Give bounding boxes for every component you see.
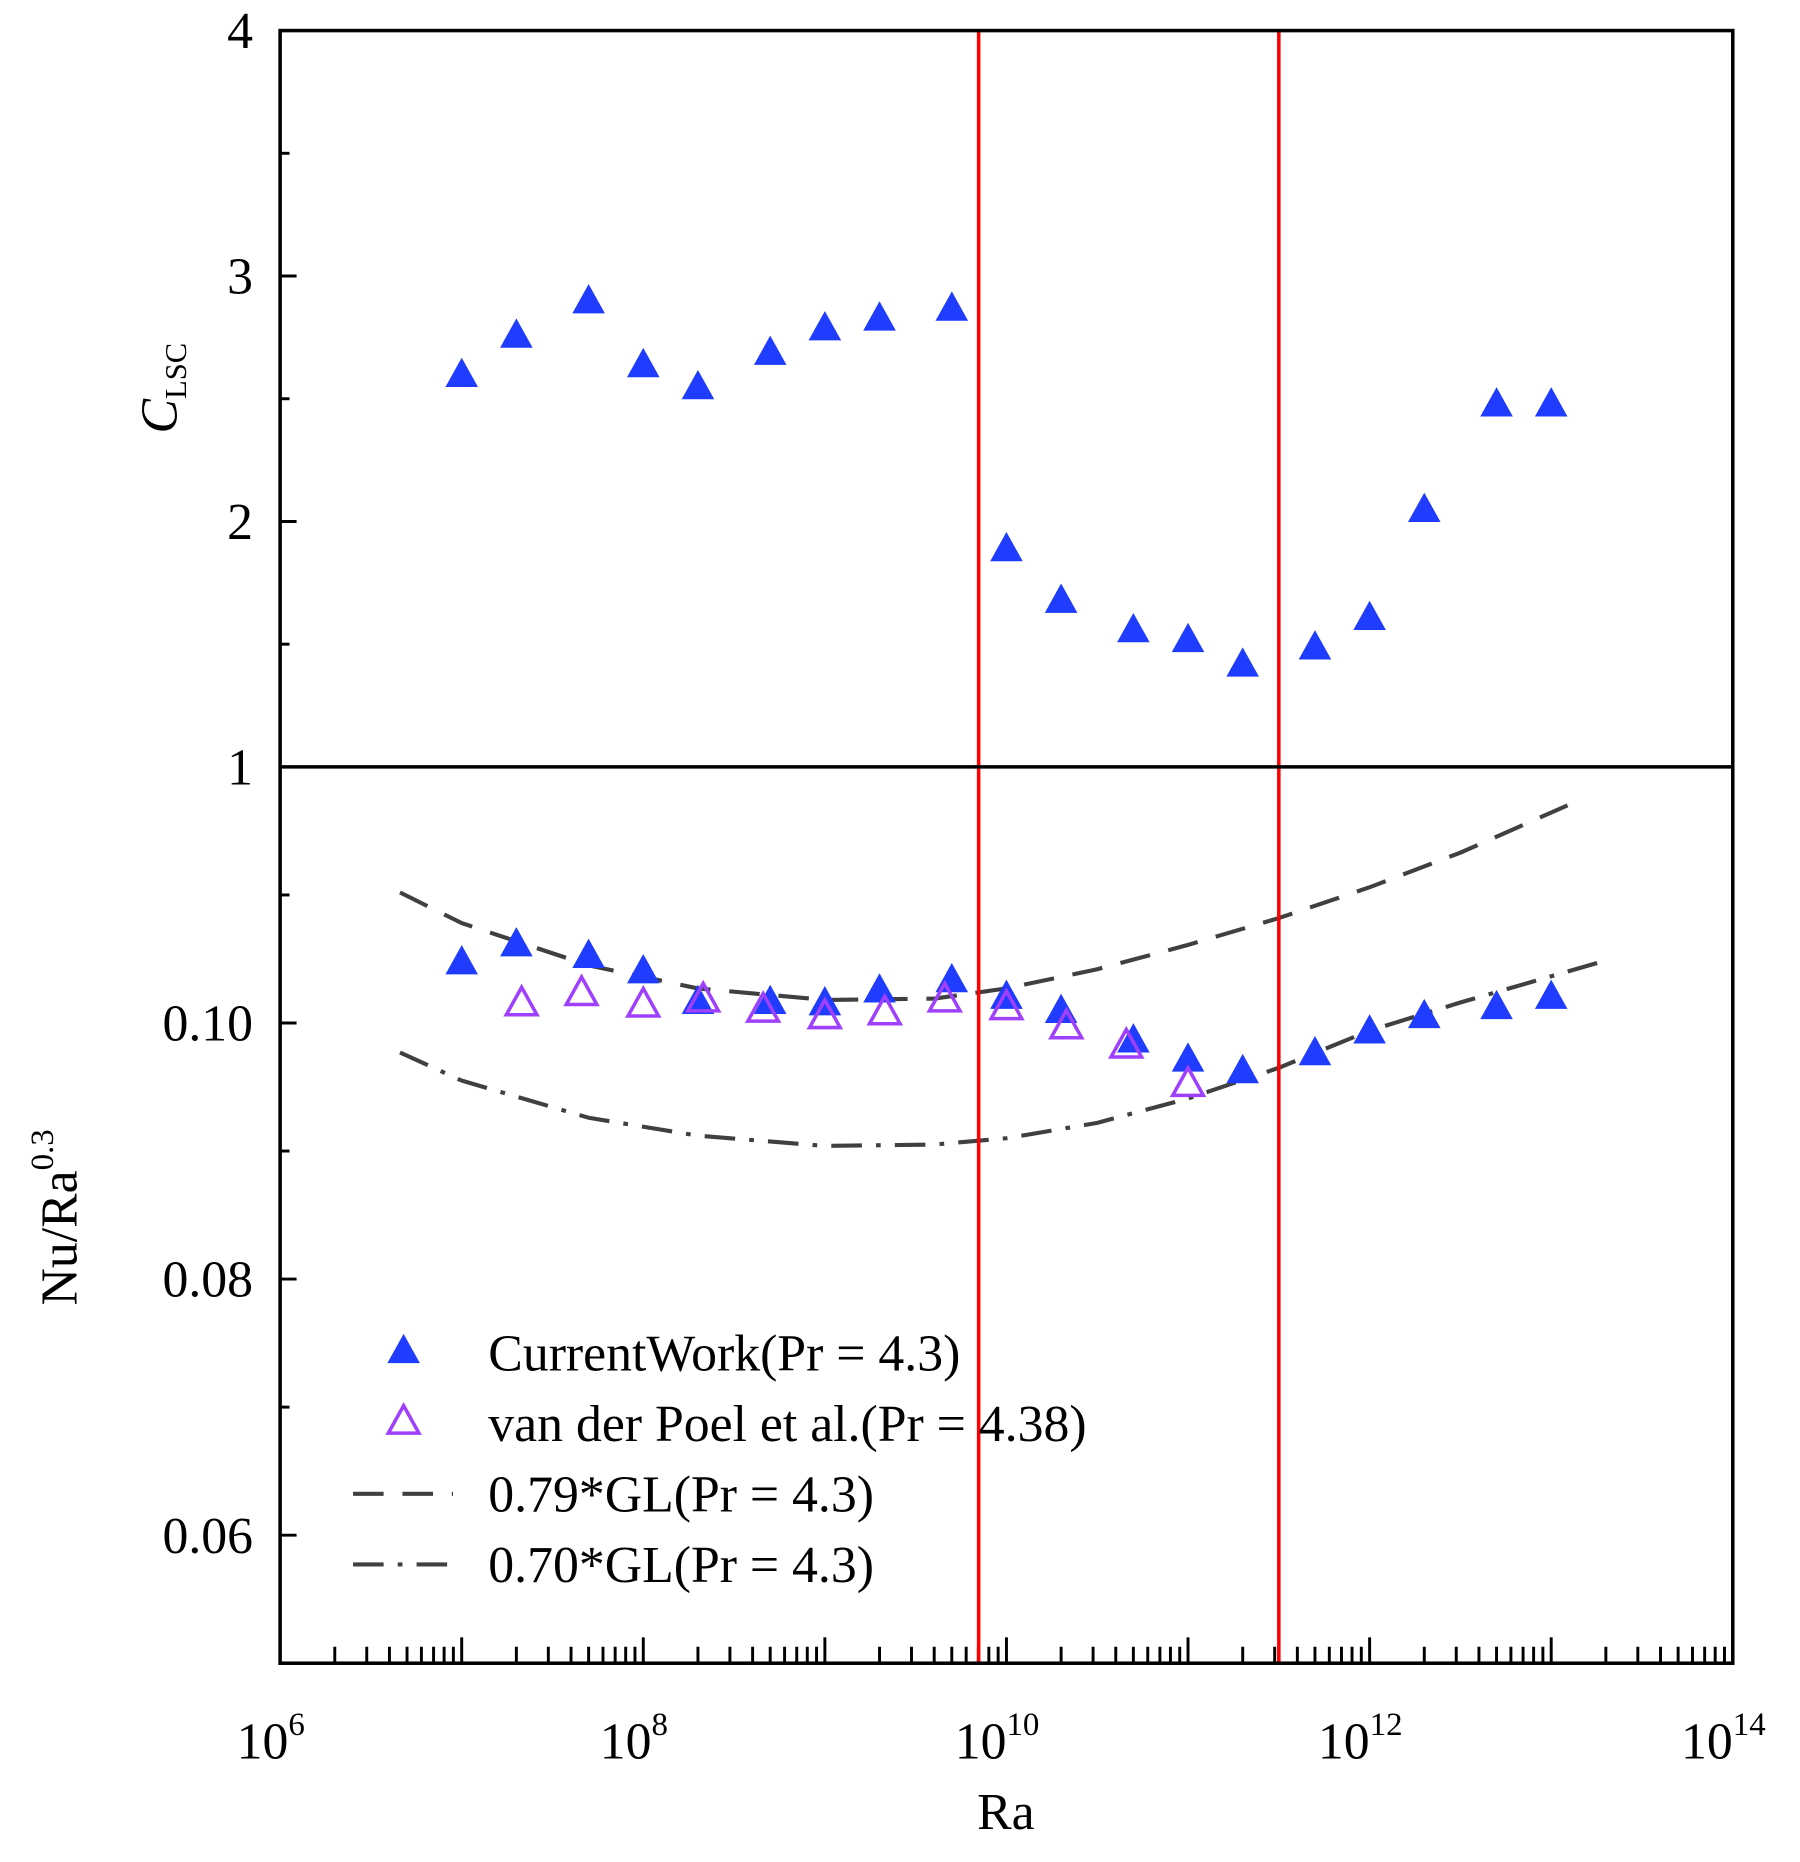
y-tick-label: 3 [227,249,253,306]
upper-y-axis: 1 2 3 4 [227,3,297,797]
clsc-point [1226,647,1259,677]
y-tick-label: 4 [227,3,253,60]
current-work-point [500,927,533,957]
van-der-poel-point [988,987,1025,1021]
clsc-point [1407,492,1441,523]
clsc-point [1298,630,1332,660]
current-work-point [863,973,896,1003]
legend: CurrentWork(Pr = 4.3) van der Poel et al.… [353,1325,1087,1594]
regime-lines [976,30,1281,1664]
van-der-poel-point [503,983,540,1017]
x-axis: 106 108 1010 1012 1014 [237,1637,1766,1770]
data-points [445,284,1568,1098]
van-der-poel-point [744,989,782,1023]
x-axis-label: Ra [977,1784,1035,1841]
clsc-point [1171,622,1205,653]
y-tick-label: 0.10 [163,996,254,1053]
clsc-point [445,357,478,388]
x-tick-label: 1010 [955,1707,1040,1771]
lower-y-label: Nu/Ra0.3 [25,1129,89,1305]
van-der-poel-point [624,984,662,1018]
clsc-point [1480,387,1513,417]
van-der-poel-point [866,992,904,1026]
clsc-point [863,301,896,331]
legend-marker-icon [387,1333,420,1364]
current-work-point [1534,979,1568,1009]
van-der-poel-point [684,979,722,1013]
current-work-point [1407,998,1441,1029]
upper-y-label: CLSC [132,343,193,434]
x-tick-label: 1012 [1318,1707,1403,1771]
y-tick-label: 0.06 [163,1508,254,1565]
y-tick-label: 2 [227,494,253,551]
legend-marker-icon [385,1401,422,1435]
clsc-point [1353,600,1386,631]
y-tick-label: 0.08 [163,1252,254,1309]
clsc-point [500,318,533,348]
van-der-poel-point [563,973,600,1007]
current-work-point [1480,989,1513,1020]
van-der-poel-point [926,979,964,1013]
van-der-poel-point [1169,1064,1207,1098]
van-der-poel-point [1108,1025,1145,1059]
x-tick-label: 1014 [1681,1707,1766,1771]
clsc-point [626,347,660,378]
current-work-point [753,984,787,1015]
current-work-point [572,938,605,968]
clsc-point [681,369,715,400]
clsc-point [990,531,1023,562]
current-work-point [1226,1053,1259,1084]
current-work-point [1117,1023,1150,1053]
legend-label: 0.70*GL(Pr = 4.3) [488,1537,874,1594]
current-work-point [1353,1014,1386,1044]
clsc-point [753,335,787,365]
clsc-point [572,284,605,314]
x-tick-label: 108 [600,1707,668,1771]
current-work-point [1298,1035,1332,1066]
current-work-point [626,953,660,984]
lower-y-axis: 0.06 0.08 0.10 [163,893,297,1565]
clsc-point [1044,583,1078,613]
clsc-point [1534,387,1568,417]
legend-label: CurrentWork(Pr = 4.3) [488,1325,960,1382]
van-der-poel-point [1048,1006,1085,1040]
current-work-point [445,945,478,975]
legend-label: van der Poel et al.(Pr = 4.38) [488,1396,1086,1453]
plot-frame [278,28,1735,1665]
van-der-poel-point [806,996,844,1030]
y-tick-label: 1 [227,740,253,797]
clsc-point [935,291,969,321]
clsc-point [808,311,842,341]
gl-079-dashed-curve [399,803,1569,1002]
clsc-point [1117,612,1150,643]
x-tick-label: 106 [237,1707,305,1771]
legend-label: 0.79*GL(Pr = 4.3) [488,1466,874,1523]
